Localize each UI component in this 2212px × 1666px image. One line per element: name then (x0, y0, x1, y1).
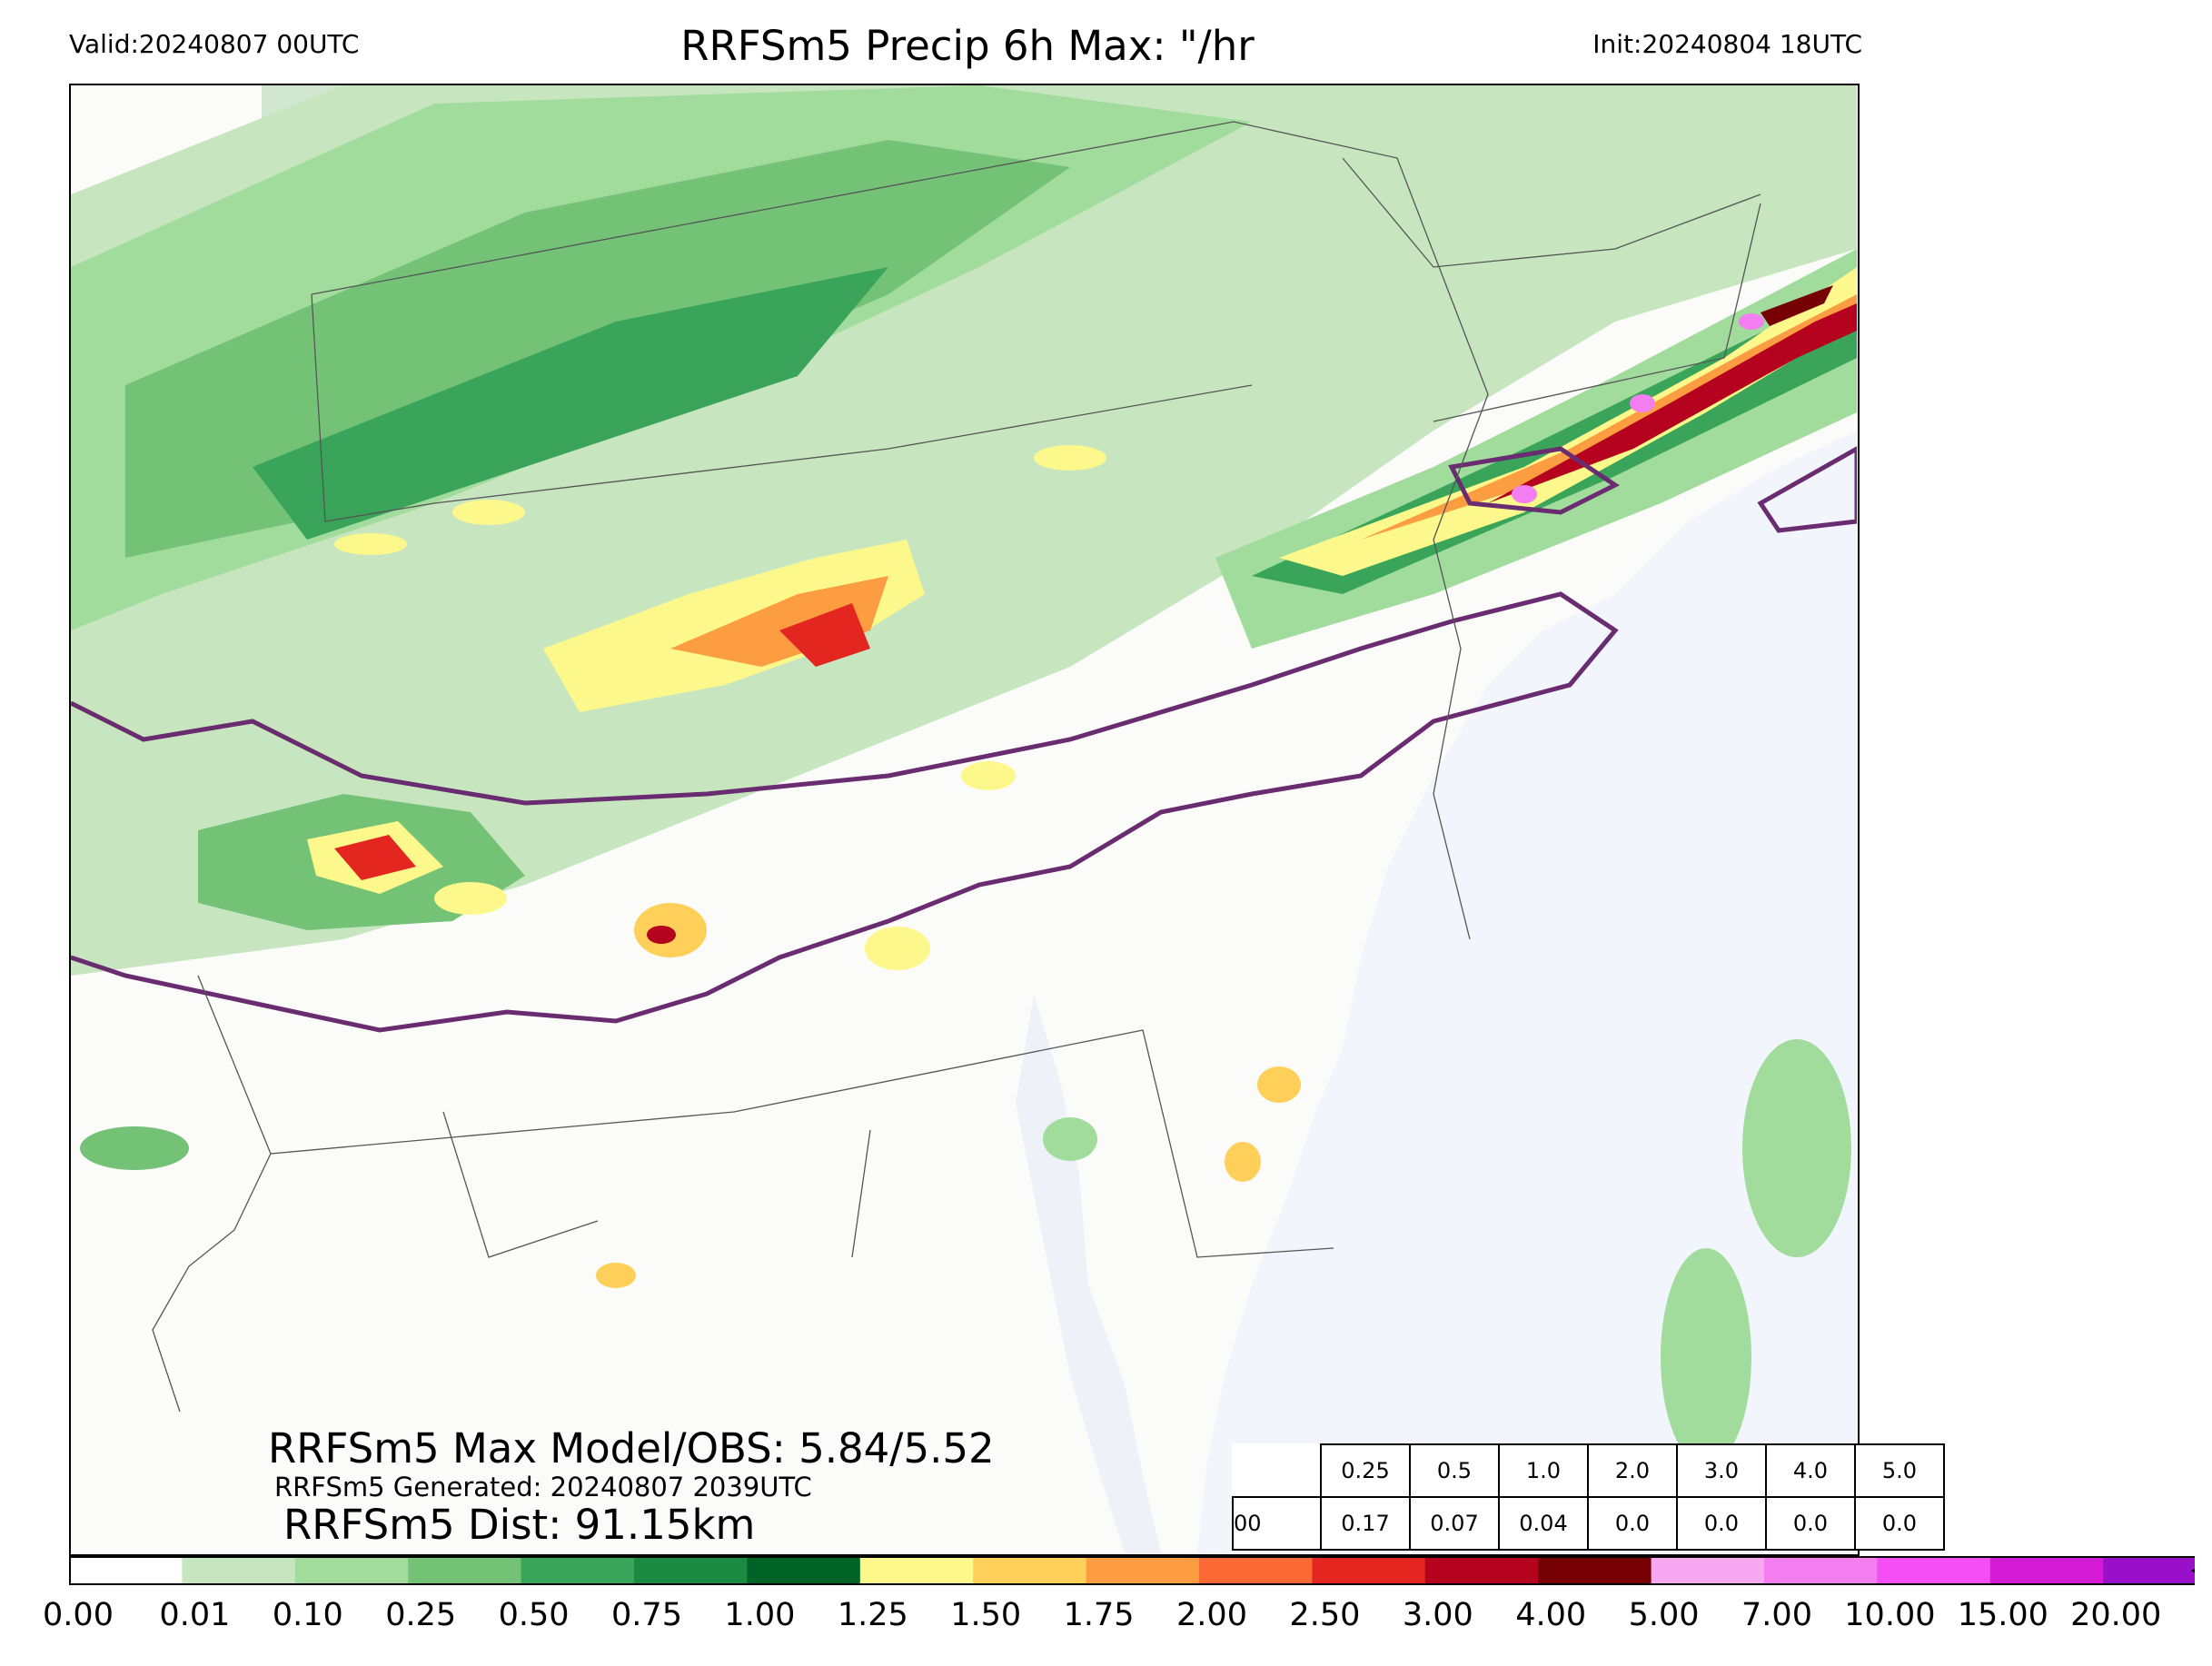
value-cell: 0.0 (1854, 1496, 1945, 1551)
colorbar-tick-label: 20.00 (2070, 1597, 2162, 1633)
colorbar-tick-label: 0.75 (611, 1597, 682, 1633)
distance: RRFSm5 Dist: 91.15km (283, 1501, 756, 1549)
colorbar-segment (521, 1557, 635, 1584)
colorbar-tick-label: 0.25 (385, 1597, 457, 1633)
threshold-cell: 3.0 (1676, 1443, 1767, 1498)
value-cell: 0.0 (1587, 1496, 1678, 1551)
colorbar-tick-label: 2.50 (1289, 1597, 1361, 1633)
generated-time: RRFSm5 Generated: 20240807 2039UTC (274, 1472, 812, 1502)
threshold-cell: 0.25 (1320, 1443, 1411, 1498)
colorbar-tick-label: 0.00 (43, 1597, 114, 1633)
map-canvas (71, 85, 1857, 1553)
init-time: Init:20240804 18UTC (1592, 29, 1862, 59)
threshold-cell: 0.5 (1409, 1443, 1500, 1498)
colorbar-tick-label: 15.00 (1957, 1597, 2048, 1633)
threshold-cell: 5.0 (1854, 1443, 1945, 1498)
chesapeake-bay (1016, 994, 1161, 1553)
colorbar-segment (1312, 1557, 1426, 1584)
colorbar-segment (1086, 1557, 1200, 1584)
colorbar-tick-label: 0.10 (272, 1597, 343, 1633)
threshold-cell: 1.0 (1498, 1443, 1589, 1498)
precip-map[interactable] (69, 84, 1860, 1556)
colorbar-tick-label: 10.00 (1844, 1597, 1936, 1633)
colorbar-tick-label: 1.75 (1063, 1597, 1135, 1633)
colorbar-segment (973, 1557, 1087, 1584)
value-cell: 0.07 (1409, 1496, 1500, 1551)
colorbar-segment (1989, 1557, 2104, 1584)
colorbar-segment (1424, 1557, 1539, 1584)
colorbar-tick-label: 1.00 (724, 1597, 796, 1633)
colorbar-tick-label: 1.25 (837, 1597, 908, 1633)
colorbar-tick-label: 0.50 (498, 1597, 570, 1633)
observed-contour (71, 591, 1619, 1033)
colorbar-tick-label: 2.00 (1176, 1597, 1247, 1633)
valid-time: Valid:20240807 00UTC (69, 29, 360, 59)
table-corner (1233, 1444, 1321, 1497)
map-title: RRFSm5 Precip 6h Max: "/hr (680, 22, 1255, 70)
colorbar-segment (859, 1557, 974, 1584)
colorbar-segment (69, 1557, 183, 1584)
value-row: 00 0.17 0.07 0.04 0.0 0.0 0.0 0.0 (1232, 1496, 1945, 1551)
colorbar-segment (1538, 1557, 1652, 1584)
colorbar-tick-label: 7.00 (1741, 1597, 1812, 1633)
colorbar-tick-label: 5.00 (1628, 1597, 1700, 1633)
colorbar-segment (747, 1557, 861, 1584)
colorbar-segment (1764, 1557, 1878, 1584)
colorbar-segment (294, 1557, 409, 1584)
colorbar-segment (1877, 1557, 1991, 1584)
threshold-table: 0.25 0.5 1.0 2.0 3.0 4.0 5.0 00 0.17 0.0… (1232, 1443, 1945, 1551)
colorbar-extend-arrow (2191, 1568, 2195, 1573)
colorbar-segment (408, 1557, 522, 1584)
colorbar-segment (1651, 1557, 1765, 1584)
colorbar-segment (634, 1557, 748, 1584)
value-cell: 0.04 (1498, 1496, 1589, 1551)
colorbar (69, 1556, 2195, 1585)
value-cell: 0.17 (1320, 1496, 1411, 1551)
threshold-cell: 4.0 (1765, 1443, 1856, 1498)
max-model-obs: RRFSm5 Max Model/OBS: 5.84/5.52 (268, 1424, 995, 1473)
colorbar-tick-label: 1.50 (950, 1597, 1022, 1633)
value-cell: 0.0 (1676, 1496, 1767, 1551)
threshold-cell: 2.0 (1587, 1443, 1678, 1498)
colorbar-segment (182, 1557, 296, 1584)
colorbar-tick-label: 0.01 (159, 1597, 231, 1633)
colorbar-segment (1199, 1557, 1313, 1584)
row-label: 00 (1232, 1496, 1322, 1551)
value-cell: 0.0 (1765, 1496, 1856, 1551)
colorbar-segment (2103, 1557, 2195, 1584)
colorbar-tick-label: 4.00 (1515, 1597, 1587, 1633)
threshold-row: 0.25 0.5 1.0 2.0 3.0 4.0 5.0 (1233, 1443, 1945, 1498)
colorbar-tick-label: 3.00 (1402, 1597, 1473, 1633)
